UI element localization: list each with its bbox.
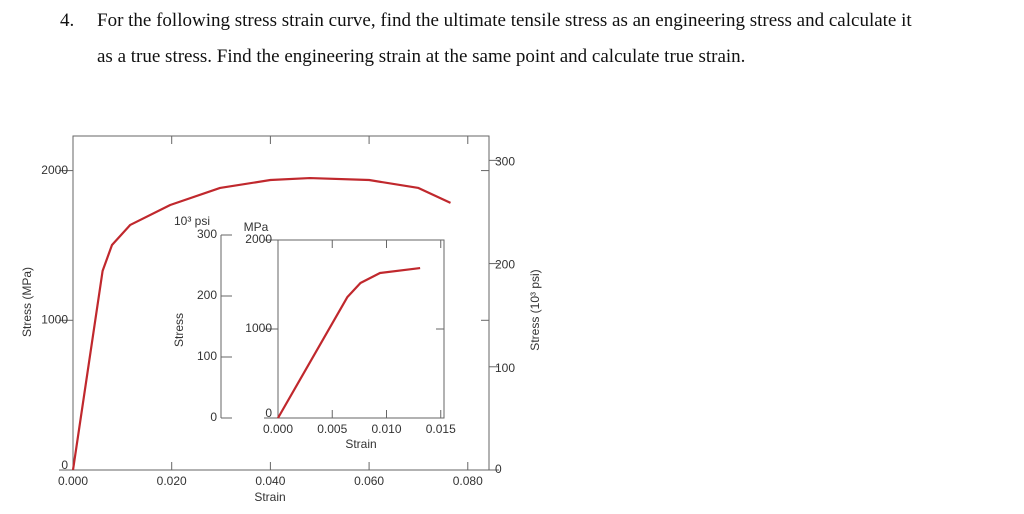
question-number: 4. (60, 10, 75, 31)
y2-tick-label: 0 (495, 462, 502, 476)
y-tick-label: 2000 (41, 163, 68, 177)
y2-tick-label: 0 (210, 410, 217, 424)
y2-axis-label: 10³ psi (174, 214, 210, 228)
x-axis-label: Strain (345, 437, 376, 451)
x-tick-label: 0.080 (453, 474, 483, 488)
y-tick-label: 0 (265, 406, 272, 420)
y2-tick-label: 200 (197, 288, 217, 302)
x-tick-label: 0.005 (317, 422, 347, 436)
y2-tick-label: 300 (197, 227, 217, 241)
y-tick-label: 1000 (41, 312, 68, 326)
x-tick-label: 0.060 (354, 474, 384, 488)
y2-axis-label: Stress (10³ psi) (528, 269, 542, 350)
y2-tick-label: 300 (495, 155, 515, 169)
stress-strain-curve (277, 266, 421, 419)
x-tick-label: 0.000 (58, 474, 88, 488)
question-line: For the following stress strain curve, f… (97, 10, 912, 31)
y-axis-label: Stress (MPa) (20, 267, 34, 337)
x-tick-label: 0.015 (426, 422, 456, 436)
plot-frame (72, 135, 490, 471)
y2-tick-label: 100 (197, 349, 217, 363)
y2-tick-label: 200 (495, 258, 515, 272)
x-tick-label: 0.040 (255, 474, 285, 488)
plot-frame (277, 239, 445, 419)
x-tick-label: 0.020 (157, 474, 187, 488)
y-unit-label: MPa (244, 220, 269, 234)
x-axis-label: Strain (254, 490, 285, 504)
y-tick-label: 1000 (245, 321, 272, 335)
x-tick-label: 0.000 (263, 422, 293, 436)
stress-strain-curve (71, 176, 451, 471)
y2-tick-label: 100 (495, 361, 515, 375)
y-axis-label: Stress (172, 313, 186, 347)
y-tick-label: 2000 (245, 232, 272, 246)
x-tick-label: 0.010 (371, 422, 401, 436)
y-tick-label: 0 (61, 458, 68, 472)
question-line: as a true stress. Find the engineering s… (97, 46, 746, 67)
